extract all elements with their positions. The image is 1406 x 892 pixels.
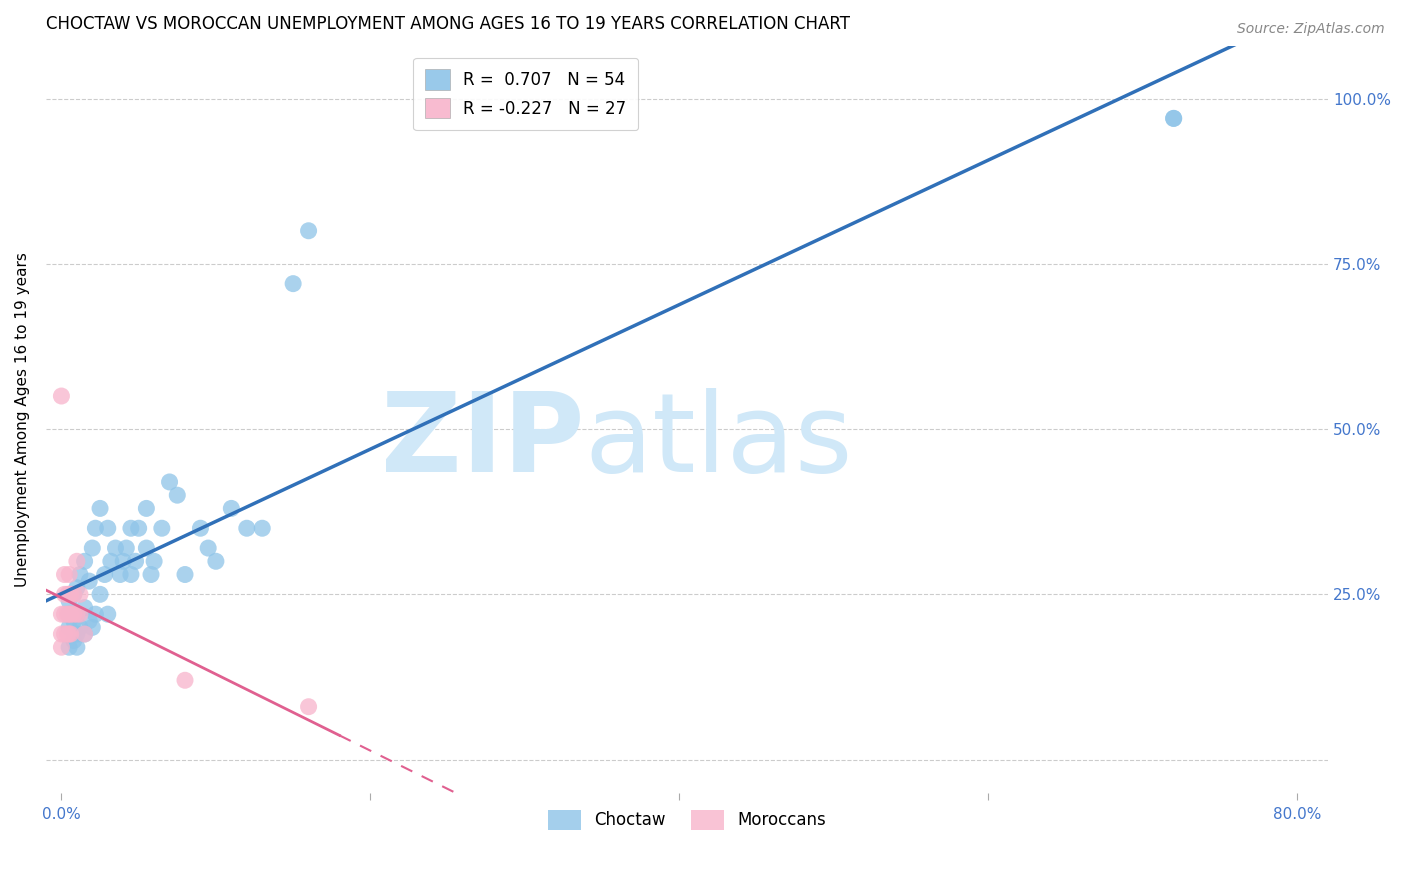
- Point: [69, 587, 91, 601]
- Point: [53, 587, 76, 601]
- Point: [100, 554, 122, 568]
- Point: [135, 501, 157, 516]
- Point: [108, 567, 131, 582]
- Point: [84, 607, 107, 622]
- Point: [150, 521, 173, 535]
- Point: [58, 627, 80, 641]
- Point: [66, 554, 89, 568]
- Point: [58, 607, 80, 622]
- Point: [69, 620, 91, 634]
- Point: [59, 627, 82, 641]
- Point: [66, 607, 89, 622]
- Point: [89, 501, 111, 516]
- Point: [73, 627, 96, 641]
- Point: [135, 541, 157, 555]
- Point: [1163, 112, 1185, 126]
- Point: [97, 521, 120, 535]
- Point: [58, 594, 80, 608]
- Point: [59, 587, 82, 601]
- Point: [281, 277, 304, 291]
- Point: [174, 673, 197, 688]
- Point: [82, 620, 104, 634]
- Point: [104, 541, 127, 555]
- Point: [112, 554, 135, 568]
- Point: [73, 554, 96, 568]
- Point: [297, 224, 319, 238]
- Point: [51, 640, 73, 655]
- Text: CHOCTAW VS MOROCCAN UNEMPLOYMENT AMONG AGES 16 TO 19 YEARS CORRELATION CHART: CHOCTAW VS MOROCCAN UNEMPLOYMENT AMONG A…: [46, 15, 851, 33]
- Point: [62, 587, 84, 601]
- Point: [58, 620, 80, 634]
- Point: [51, 607, 73, 622]
- Point: [128, 521, 150, 535]
- Text: ZIP: ZIP: [381, 388, 585, 495]
- Point: [82, 541, 104, 555]
- Point: [297, 699, 319, 714]
- Text: Source: ZipAtlas.com: Source: ZipAtlas.com: [1237, 22, 1385, 37]
- Point: [73, 600, 96, 615]
- Point: [66, 627, 89, 641]
- Point: [51, 627, 73, 641]
- Point: [1163, 112, 1185, 126]
- Point: [66, 640, 89, 655]
- Point: [159, 475, 181, 489]
- Legend: Choctaw, Moroccans: Choctaw, Moroccans: [541, 803, 832, 837]
- Point: [56, 627, 79, 641]
- Point: [77, 614, 100, 628]
- Point: [58, 587, 80, 601]
- Point: [197, 541, 219, 555]
- Point: [73, 627, 96, 641]
- Point: [139, 567, 162, 582]
- Point: [51, 389, 73, 403]
- Point: [66, 607, 89, 622]
- Point: [120, 567, 142, 582]
- Point: [53, 627, 76, 641]
- Point: [120, 521, 142, 535]
- Point: [77, 574, 100, 588]
- Y-axis label: Unemployment Among Ages 16 to 19 years: Unemployment Among Ages 16 to 19 years: [15, 252, 30, 587]
- Point: [236, 521, 259, 535]
- Point: [97, 607, 120, 622]
- Point: [62, 633, 84, 648]
- Point: [56, 587, 79, 601]
- Point: [69, 567, 91, 582]
- Point: [190, 521, 212, 535]
- Point: [66, 581, 89, 595]
- Point: [252, 521, 274, 535]
- Point: [89, 587, 111, 601]
- Point: [143, 554, 166, 568]
- Point: [115, 541, 138, 555]
- Point: [58, 567, 80, 582]
- Point: [62, 614, 84, 628]
- Point: [84, 521, 107, 535]
- Text: atlas: atlas: [585, 388, 853, 495]
- Point: [59, 607, 82, 622]
- Point: [124, 554, 146, 568]
- Point: [56, 607, 79, 622]
- Point: [58, 640, 80, 655]
- Point: [62, 607, 84, 622]
- Point: [53, 567, 76, 582]
- Point: [221, 501, 243, 516]
- Point: [174, 567, 197, 582]
- Point: [58, 607, 80, 622]
- Point: [205, 554, 228, 568]
- Point: [53, 607, 76, 622]
- Point: [69, 607, 91, 622]
- Point: [166, 488, 188, 502]
- Point: [93, 567, 115, 582]
- Point: [62, 587, 84, 601]
